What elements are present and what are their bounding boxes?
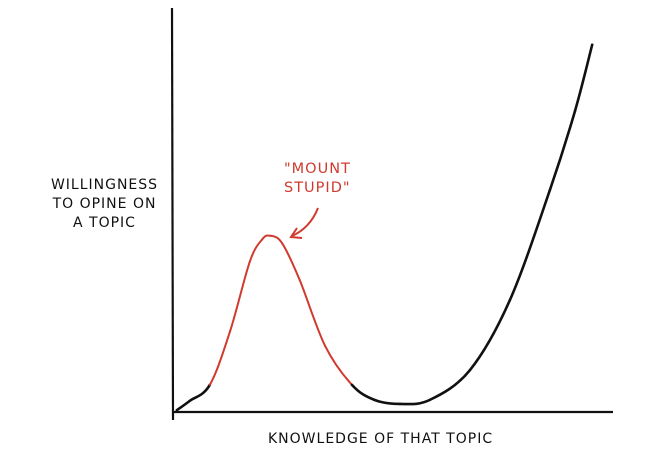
mount-stupid-curve-segment xyxy=(248,238,264,263)
curve-segment xyxy=(350,383,376,402)
mount-stupid-curve-segment xyxy=(269,234,283,245)
mount-stupid-annotation: "MOUNT STUPID" xyxy=(284,161,351,196)
curve-segment xyxy=(548,109,577,192)
mount-stupid-curve-segment xyxy=(229,260,251,333)
annotation-arrow xyxy=(291,207,319,237)
curve-segment xyxy=(468,298,512,372)
curve-segment xyxy=(428,368,472,402)
curve-segment xyxy=(373,398,402,406)
curve-segment xyxy=(508,188,552,302)
y-axis-label: WILLINGNESS TO OPINE ON A TOPIC xyxy=(50,177,159,231)
mount-stupid-curve-segment xyxy=(261,234,272,241)
mount-stupid-curve-segment xyxy=(324,344,353,386)
mount-stupid-curve-segment xyxy=(281,242,301,281)
y-axis xyxy=(170,7,175,421)
curve-segment xyxy=(188,383,212,403)
curve-segment xyxy=(573,43,594,113)
curve-segment xyxy=(398,398,432,406)
curve-segment xyxy=(175,399,191,412)
annotation-arrowhead xyxy=(289,227,303,239)
x-axis-label: KNOWLEDGE OF THAT TOPIC xyxy=(268,431,494,447)
mount-stupid-curve-segment xyxy=(298,278,327,347)
mount-stupid-curve-segment xyxy=(208,330,232,386)
